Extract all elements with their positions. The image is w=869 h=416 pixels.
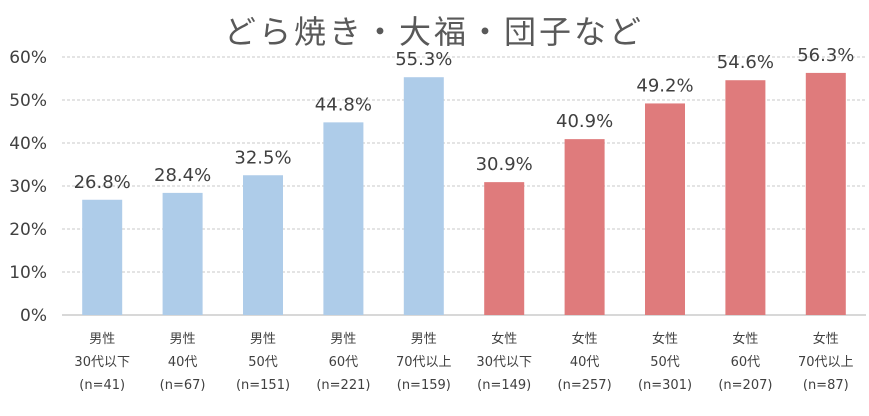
data-labels: 26.8% 28.4% 32.5% 44.8% 55.3% 30.9% 40.9% 49.2%… xyxy=(74,45,855,193)
bar xyxy=(805,72,846,315)
data-label: 56.3% xyxy=(797,45,854,66)
y-axis: 0% 10% 20% 30% 40% 50% 60% xyxy=(9,48,47,326)
data-label: 32.5% xyxy=(234,147,291,168)
x-tick-label: 40代 xyxy=(570,355,600,370)
x-tick-label: (n=151) xyxy=(236,378,290,393)
y-tick-label: 50% xyxy=(9,91,47,111)
x-tick-label: (n=257) xyxy=(558,378,612,393)
x-tick-label: (n=149) xyxy=(477,378,531,393)
chart-title: どら焼き・大福・団子など xyxy=(224,13,644,51)
x-tick-label: (n=207) xyxy=(718,378,772,393)
bar xyxy=(162,192,203,315)
x-tick-label: 40代 xyxy=(168,355,198,370)
x-tick-label: (n=41) xyxy=(79,378,125,393)
x-tick-label: 60代 xyxy=(731,355,761,370)
bar xyxy=(82,199,123,315)
bar xyxy=(243,175,283,315)
x-tick-label: (n=67) xyxy=(160,378,206,393)
bar xyxy=(725,80,766,315)
bar xyxy=(645,103,685,315)
bar xyxy=(484,182,525,315)
y-tick-label: 60% xyxy=(9,48,47,68)
x-tick-label: 50代 xyxy=(248,355,278,370)
x-tick-label: 男性 xyxy=(330,332,356,347)
x-tick-label: 男性 xyxy=(170,332,196,347)
y-tick-label: 20% xyxy=(9,220,47,240)
bar xyxy=(403,77,444,316)
x-tick-label: (n=159) xyxy=(397,378,451,393)
x-tick-label: 70代以上 xyxy=(798,355,854,370)
data-label: 54.6% xyxy=(717,52,774,73)
x-tick-label: 女性 xyxy=(732,331,758,347)
x-tick-label: 30代以下 xyxy=(74,355,130,370)
x-tick-label: 女性 xyxy=(652,331,678,347)
x-tick-label: 男性 xyxy=(250,332,276,347)
x-tick-label: 70代以上 xyxy=(396,355,452,370)
x-tick-label: (n=301) xyxy=(638,378,692,393)
bar xyxy=(323,122,364,315)
y-tick-label: 30% xyxy=(9,177,47,197)
x-tick-label: 男性 xyxy=(411,332,437,347)
data-label: 40.9% xyxy=(556,111,613,132)
y-tick-label: 40% xyxy=(9,134,47,154)
y-tick-label: 0% xyxy=(20,306,47,326)
data-label: 28.4% xyxy=(154,165,211,186)
y-tick-label: 10% xyxy=(9,263,47,283)
x-tick-label: 女性 xyxy=(491,331,517,347)
x-axis: 男性 30代以下 (n=41) 男性 40代 (n=67) 男性 50代 (n=151) 男性 60… xyxy=(74,331,853,393)
x-tick-label: 50代 xyxy=(650,355,680,370)
x-tick-label: 女性 xyxy=(572,331,598,347)
bars xyxy=(82,72,846,316)
x-tick-label: (n=87) xyxy=(803,378,849,393)
data-label: 49.2% xyxy=(636,75,693,96)
x-tick-label: 女性 xyxy=(813,331,839,347)
data-label: 55.3% xyxy=(395,49,452,70)
data-label: 26.8% xyxy=(74,172,131,193)
data-label: 30.9% xyxy=(476,154,533,175)
x-tick-label: (n=221) xyxy=(316,378,370,393)
bar xyxy=(564,139,605,315)
data-label: 44.8% xyxy=(315,94,372,115)
x-tick-label: 60代 xyxy=(329,355,359,370)
x-tick-label: 30代以下 xyxy=(476,355,532,370)
x-tick-label: 男性 xyxy=(89,332,115,347)
